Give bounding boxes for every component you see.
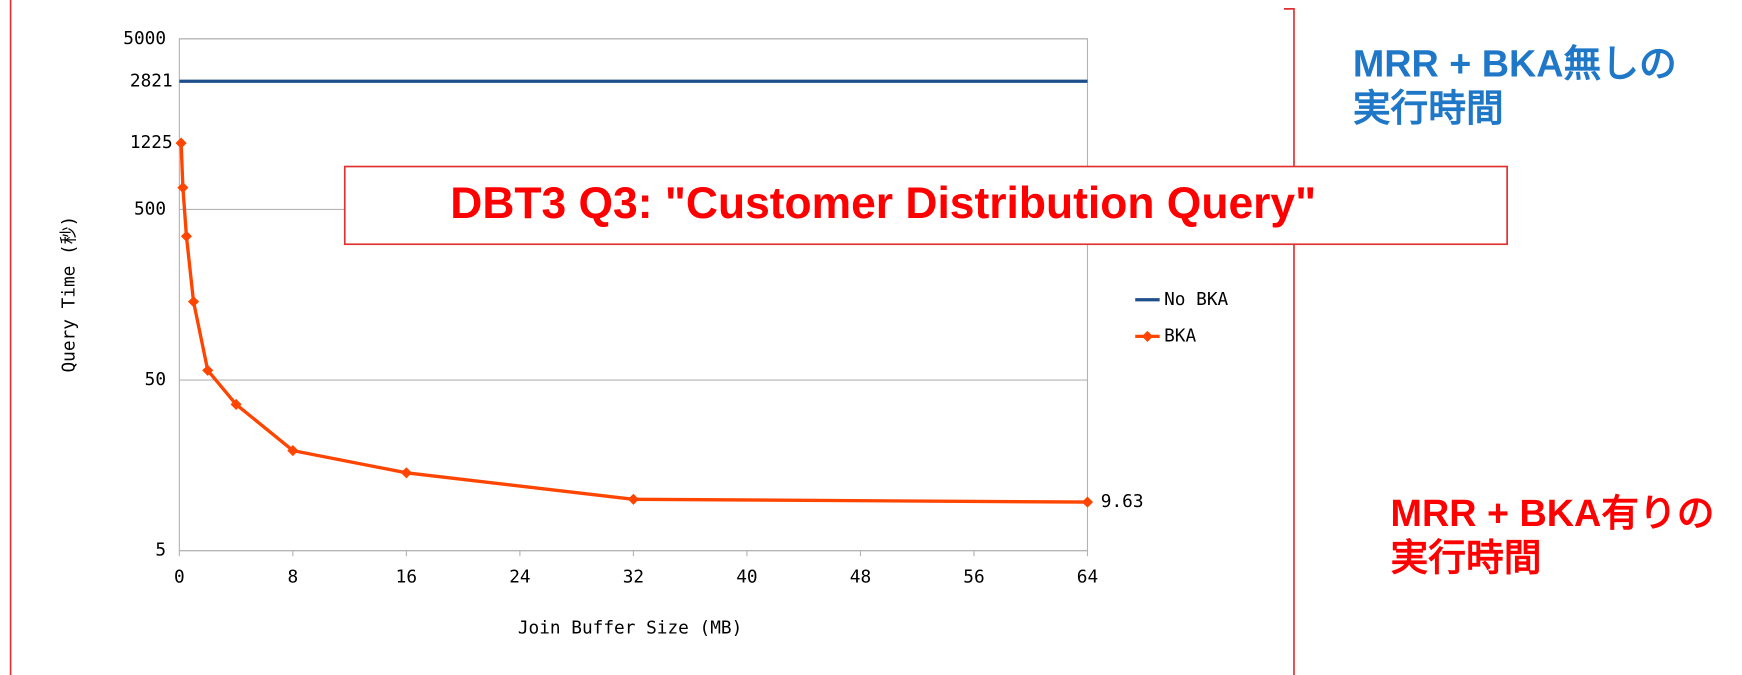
data-point — [175, 137, 187, 149]
x-tick-label: 0 — [174, 567, 185, 587]
x-tick-label: 40 — [736, 567, 757, 587]
data-point — [202, 364, 214, 376]
x-tick-label: 24 — [509, 567, 530, 587]
plot-frame — [178, 38, 1089, 552]
data-point — [230, 398, 242, 410]
annotation: 実行時間 — [1353, 87, 1504, 129]
data-label: 9.63 — [1101, 492, 1144, 512]
y-tick-label: 5000 — [123, 29, 166, 49]
x-tick-label: 32 — [623, 567, 644, 587]
bracket-line — [1283, 8, 1295, 675]
data-label: 2821 — [130, 71, 173, 91]
y-axis-label: Query Time (秒) — [58, 216, 79, 373]
legend-label: BKA — [1164, 326, 1196, 346]
series-line — [179, 142, 1088, 504]
annotation: MRR + BKA有りの — [1391, 492, 1715, 534]
legend-marker — [1141, 330, 1153, 342]
annotation: 実行時間 — [1391, 537, 1542, 579]
data-point — [177, 182, 189, 194]
legend-label: No BKA — [1164, 290, 1228, 310]
data-label: 1225 — [130, 133, 173, 153]
x-tick-label: 64 — [1077, 567, 1098, 587]
data-point — [1081, 496, 1094, 508]
chart-title: DBT3 Q3: "Customer Distribution Query" — [450, 179, 1316, 228]
y-tick-label: 50 — [145, 370, 166, 390]
data-point — [187, 296, 200, 308]
data-point — [180, 230, 192, 242]
data-point — [627, 493, 639, 505]
x-tick-label: 16 — [396, 567, 417, 587]
data-point — [287, 445, 299, 457]
data-point — [400, 467, 412, 479]
x-tick-label: 56 — [963, 567, 984, 587]
title-box — [343, 165, 1508, 246]
annotation: MRR + BKA無しの — [1353, 43, 1677, 85]
x-tick-label: 8 — [288, 567, 299, 587]
x-tick-label: 48 — [850, 567, 871, 587]
x-axis-label: Join Buffer Size (MB) — [518, 618, 742, 638]
y-tick-label: 5 — [155, 541, 166, 561]
y-tick-label: 500 — [134, 199, 166, 219]
